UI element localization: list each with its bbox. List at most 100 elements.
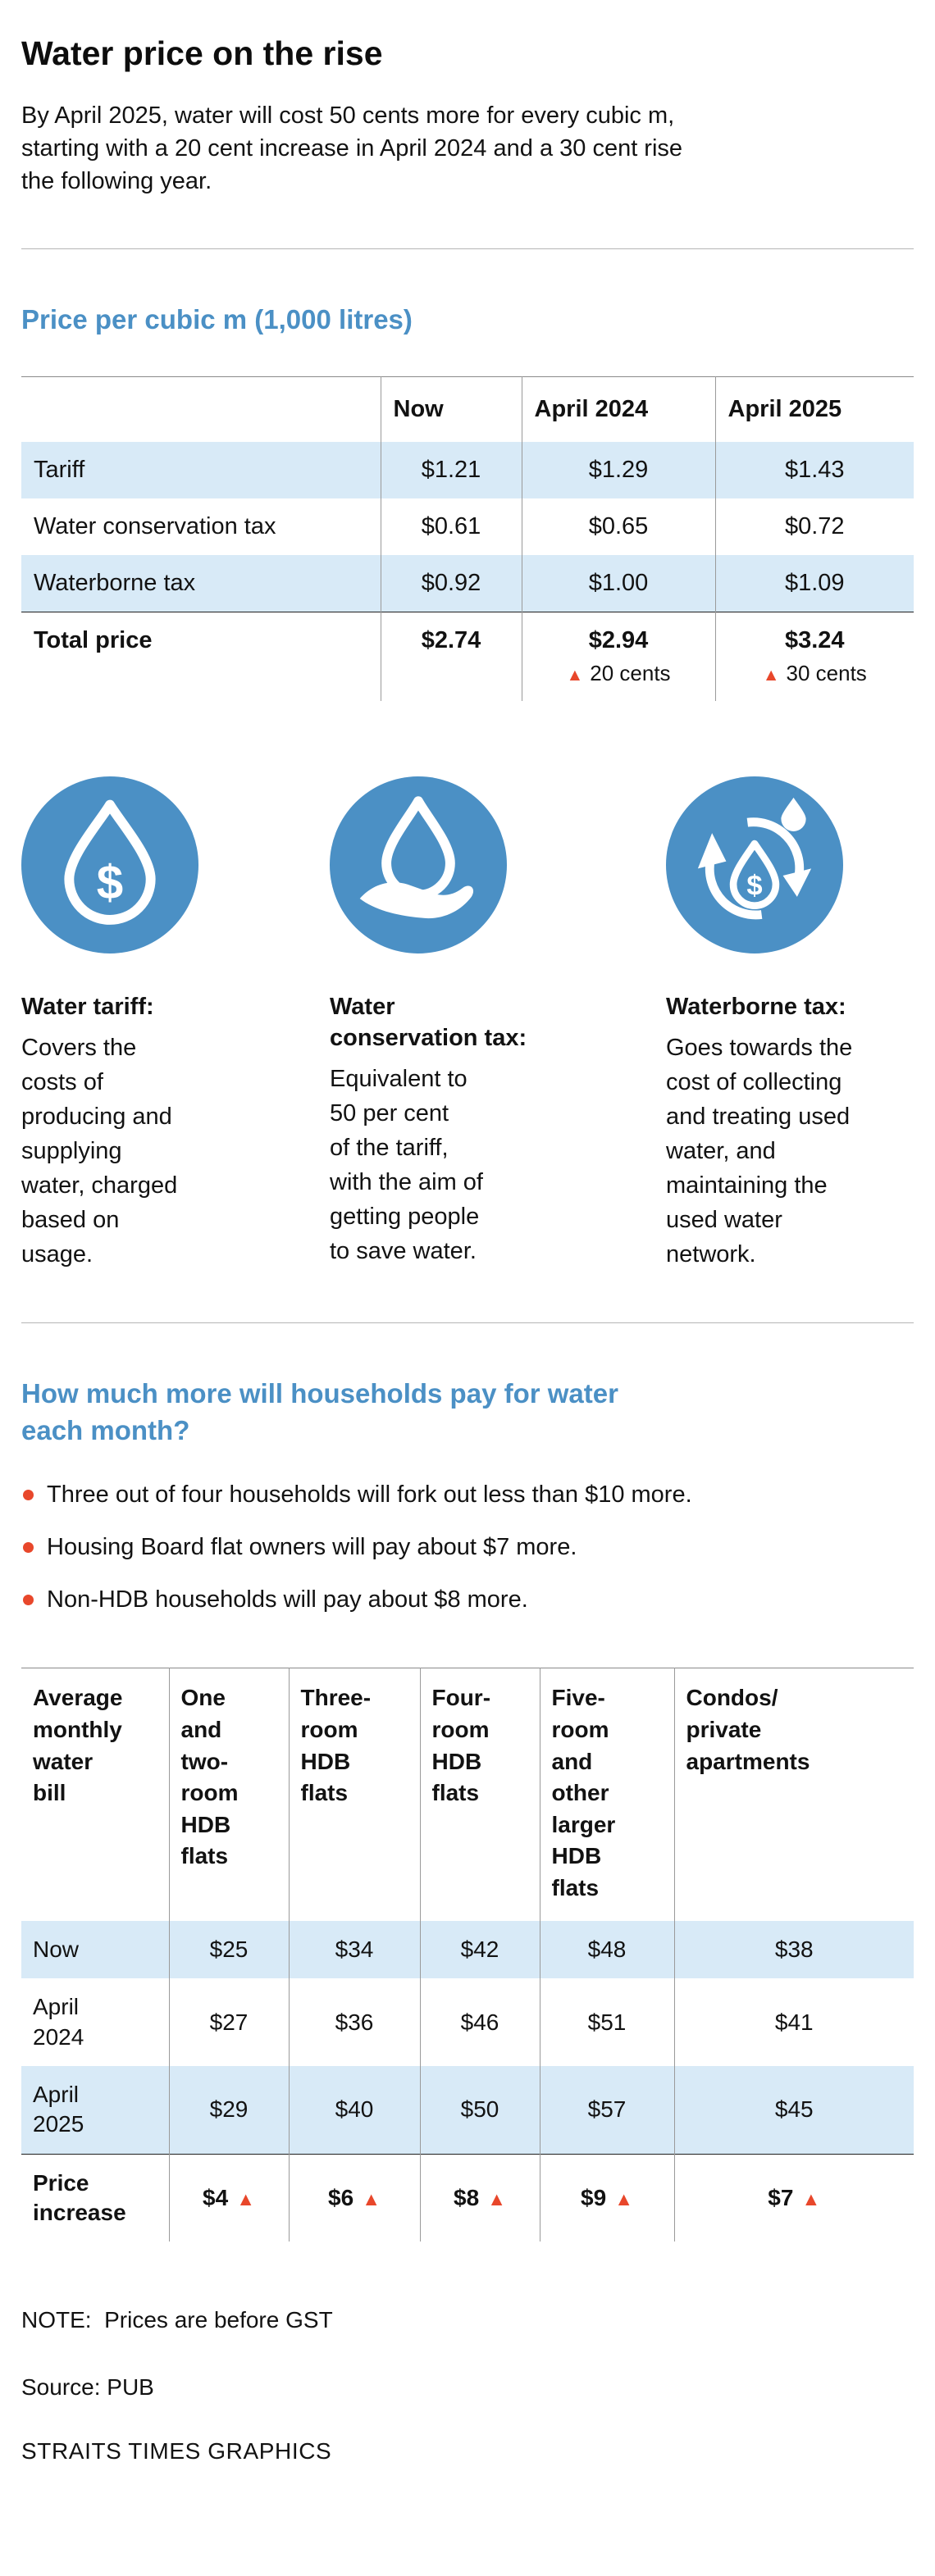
table-cell: $2.74 xyxy=(380,611,522,701)
gst-note: NOTE: Prices are before GST xyxy=(21,2307,333,2333)
price-per-cubic-m-table: Now April 2024 April 2025 Tariff $1.21 $… xyxy=(21,375,914,701)
table-cell: $1.21 xyxy=(380,441,522,498)
households-heading: How much more will households pay for wa… xyxy=(21,1378,618,1445)
table-cell: $38 xyxy=(673,1920,914,1979)
row-label: Tariff xyxy=(34,456,85,483)
row-label: Waterborne tax xyxy=(34,569,196,596)
table-cell: $42 xyxy=(419,1920,540,1979)
bullet-dot-icon xyxy=(23,1490,34,1501)
bullet-text: Non-HDB households will pay about $8 mor… xyxy=(47,1586,528,1613)
table-cell: $34 xyxy=(288,1920,420,1979)
table-cell: $0.92 xyxy=(380,554,522,612)
explainer-water-conservation-tax: Water conservation tax: Equivalent to 50… xyxy=(330,776,666,1272)
increase-value: $9 xyxy=(581,2185,607,2211)
price-per-cubic-m-heading: Price per cubic m (1,000 litres) xyxy=(21,304,413,335)
graphics-credit: STRAITS TIMES GRAPHICS xyxy=(21,2438,332,2464)
change-note: ▲ 30 cents xyxy=(719,661,911,686)
bullet-text: Housing Board flat owners will pay about… xyxy=(47,1533,577,1560)
household-bullet-list: Three out of four households will fork o… xyxy=(21,1480,914,1615)
bullet-dot-icon xyxy=(23,1541,34,1553)
table-cell: $0.65 xyxy=(521,498,715,555)
source-line: Source: PUB xyxy=(21,2374,154,2401)
column-header-now: Now xyxy=(380,376,522,442)
table-row-water-conservation-tax: Water conservation tax $0.61 $0.65 $0.72 xyxy=(21,498,914,555)
svg-text:$: $ xyxy=(97,856,123,909)
row-label: Price increase xyxy=(21,2153,169,2242)
column-header-april-2025: April 2025 xyxy=(714,376,914,442)
table-cell: $3.24 ▲ 30 cents xyxy=(714,611,914,701)
column-header-three-room: Three- room HDB flats xyxy=(288,1668,420,1921)
column-header-one-two-room: One and two- room HDB flats xyxy=(168,1668,289,1921)
table-cell: $27 xyxy=(168,1978,289,2066)
table-cell: $6 ▲ xyxy=(288,2153,420,2242)
table-cell: $0.72 xyxy=(714,498,914,555)
tax-explainers: $ Water tariff: Covers the costs of prod… xyxy=(21,776,914,1272)
up-triangle-icon: ▲ xyxy=(487,2188,506,2210)
column-header-four-room: Four- room HDB flats xyxy=(419,1668,540,1921)
table-cell: $2.94 ▲ 20 cents xyxy=(521,611,715,701)
up-triangle-icon: ▲ xyxy=(762,665,780,685)
column-header-condos: Condos/ private apartments xyxy=(673,1668,914,1921)
table-cell: $51 xyxy=(539,1978,674,2066)
table-cell: $45 xyxy=(673,2065,914,2155)
table-cell: $36 xyxy=(288,1978,420,2066)
row-label: April 2024 xyxy=(33,1994,84,2050)
explainer-title: Water tariff: xyxy=(21,993,154,1020)
table-row-april-2025: April 2025 $29 $40 $50 $57 $45 xyxy=(21,2065,914,2155)
column-header-average-bill: Average monthly water bill xyxy=(33,1685,123,1806)
total-value-april-2025: $3.24 xyxy=(784,626,845,653)
table-row-now: Now $25 $34 $42 $48 $38 xyxy=(21,1920,914,1979)
table-row-price-increase: Price increase $4 ▲ $6 ▲ $8 ▲ $9 ▲ $7 ▲ xyxy=(21,2153,914,2242)
increase-value: $6 xyxy=(328,2185,354,2211)
hand-droplet-icon xyxy=(330,776,507,953)
table-cell: $41 xyxy=(673,1978,914,2066)
table-row-waterborne-tax: Waterborne tax $0.92 $1.00 $1.09 xyxy=(21,554,914,612)
up-triangle-icon: ▲ xyxy=(566,665,584,685)
change-amount: 20 cents xyxy=(590,660,671,685)
table-cell: $57 xyxy=(539,2065,674,2155)
bullet-text: Three out of four households will fork o… xyxy=(47,1481,692,1509)
increase-value: $4 xyxy=(203,2185,229,2211)
table-cell: $40 xyxy=(288,2065,420,2155)
up-triangle-icon: ▲ xyxy=(362,2188,381,2210)
increase-value: $8 xyxy=(454,2185,480,2211)
table-row-total-price: Total price $2.74 $2.94 ▲ 20 cents $3.24 … xyxy=(21,611,914,701)
section-divider xyxy=(21,248,914,250)
table-cell: $4 ▲ xyxy=(168,2153,289,2242)
explainer-waterborne-tax: $ Waterborne tax: Goes towards the cost … xyxy=(666,776,914,1272)
table-cell: $29 xyxy=(168,2065,289,2155)
list-item: Housing Board flat owners will pay about… xyxy=(21,1532,914,1563)
section-divider xyxy=(21,1322,914,1324)
row-label: April 2025 xyxy=(33,2081,84,2137)
list-item: Three out of four households will fork o… xyxy=(21,1480,914,1511)
svg-text:$: $ xyxy=(746,870,762,901)
table-cell: $7 ▲ xyxy=(673,2153,914,2242)
bill-table-header-row: Average monthly water bill One and two- … xyxy=(21,1668,914,1921)
bullet-dot-icon xyxy=(23,1594,34,1605)
empty-header-cell xyxy=(21,376,381,442)
up-triangle-icon: ▲ xyxy=(801,2188,821,2210)
table-cell: $25 xyxy=(168,1920,289,1979)
explainer-text: Covers the costs of producing and supply… xyxy=(21,1034,178,1268)
table-cell: $0.61 xyxy=(380,498,522,555)
change-note: ▲ 20 cents xyxy=(526,661,712,686)
list-item: Non-HDB households will pay about $8 mor… xyxy=(21,1585,914,1616)
table-cell: $9 ▲ xyxy=(539,2153,674,2242)
table-cell: $1.00 xyxy=(521,554,715,612)
dollar-droplet-icon: $ xyxy=(21,776,198,953)
change-amount: 30 cents xyxy=(786,660,867,685)
up-triangle-icon: ▲ xyxy=(236,2188,255,2210)
table-cell: $1.43 xyxy=(714,441,914,498)
table-cell: $46 xyxy=(419,1978,540,2066)
table-row-tariff: Tariff $1.21 $1.29 $1.43 xyxy=(21,441,914,498)
up-triangle-icon: ▲ xyxy=(614,2188,633,2210)
explainer-title: Water conservation tax: xyxy=(330,993,527,1051)
table-cell: $1.09 xyxy=(714,554,914,612)
recycle-dollar-droplet-icon: $ xyxy=(666,776,843,953)
total-value-april-2024: $2.94 xyxy=(588,626,649,653)
explainer-title: Waterborne tax: xyxy=(666,993,846,1020)
page-title: Water price on the rise xyxy=(21,34,383,72)
table-cell: $1.29 xyxy=(521,441,715,498)
column-header-april-2024: April 2024 xyxy=(521,376,715,442)
explainer-water-tariff: $ Water tariff: Covers the costs of prod… xyxy=(21,776,330,1272)
